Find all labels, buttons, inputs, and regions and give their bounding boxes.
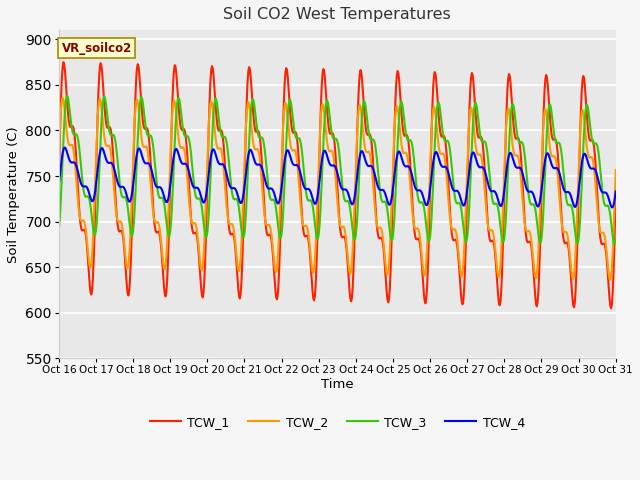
TCW_2	[612, 167, 620, 173]
TCW_3	[63, 93, 71, 99]
TCW_1	[330, 132, 337, 138]
TCW_1	[607, 305, 615, 311]
TCW_2	[384, 272, 392, 277]
TCW_3	[562, 190, 570, 196]
TCW_1	[55, 175, 63, 180]
Line: TCW_3: TCW_3	[59, 96, 616, 244]
TCW_1	[60, 60, 67, 65]
TCW_2	[55, 154, 63, 160]
TCW_4	[61, 145, 69, 151]
TCW_3	[330, 136, 337, 142]
TCW_4	[562, 189, 570, 195]
TCW_2	[330, 154, 337, 159]
TCW_1	[438, 134, 446, 140]
TCW_4	[438, 164, 446, 169]
TCW_1	[612, 190, 620, 195]
TCW_4	[612, 189, 620, 194]
TCW_3	[384, 208, 392, 214]
TCW_4	[608, 204, 616, 210]
TCW_2	[202, 202, 210, 208]
TCW_2	[607, 277, 614, 283]
Text: VR_soilco2: VR_soilco2	[61, 42, 132, 55]
TCW_3	[202, 234, 210, 240]
TCW_3	[612, 237, 620, 242]
Legend: TCW_1, TCW_2, TCW_3, TCW_4: TCW_1, TCW_2, TCW_3, TCW_4	[145, 411, 530, 434]
TCW_1	[562, 240, 570, 246]
TCW_4	[384, 199, 392, 204]
TCW_1	[384, 298, 392, 303]
Line: TCW_2: TCW_2	[59, 98, 616, 280]
TCW_4	[178, 160, 186, 166]
TCW_4	[202, 194, 210, 200]
TCW_3	[438, 128, 446, 133]
TCW_2	[178, 145, 186, 151]
TCW_3	[55, 227, 63, 233]
TCW_2	[59, 95, 67, 101]
TCW_3	[611, 241, 618, 247]
TCW_4	[55, 182, 63, 188]
X-axis label: Time: Time	[321, 378, 353, 391]
TCW_4	[330, 163, 337, 168]
Y-axis label: Soil Temperature (C): Soil Temperature (C)	[7, 126, 20, 263]
Line: TCW_4: TCW_4	[59, 148, 616, 207]
Line: TCW_1: TCW_1	[59, 62, 616, 308]
TCW_2	[438, 151, 446, 156]
Title: Soil CO2 West Temperatures: Soil CO2 West Temperatures	[223, 7, 451, 22]
TCW_3	[178, 117, 186, 122]
TCW_1	[202, 238, 210, 243]
TCW_2	[562, 229, 570, 235]
TCW_1	[178, 127, 186, 133]
